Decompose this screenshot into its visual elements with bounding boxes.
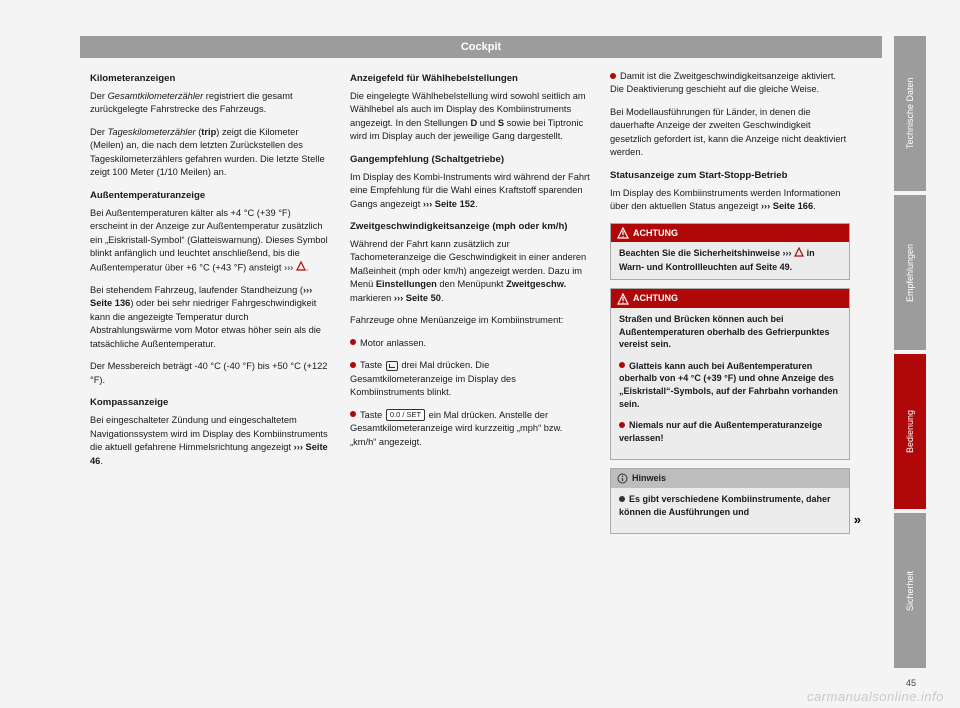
warning-triangle-icon [617,227,629,239]
text: Bei Außentemperaturen kälter als +4 °C (… [90,208,328,273]
column-3: Damit ist die Zweitgeschwindigkeitsanzei… [610,70,850,542]
column-1: Kilometeranzeigen Der Gesamtkilometerzäh… [90,70,330,542]
tab-operation[interactable]: Bedienung [894,354,926,509]
warning-triangle-icon [296,261,306,275]
text: Bei stehendem Fahrzeug, laufender Standh… [90,285,303,295]
note-box: Hinweis Es gibt verschiedene Kombiinstru… [610,468,850,534]
text: Taste [360,360,385,370]
info-icon [617,473,628,484]
text: Beachten Sie die Sicherheitshinweise ››› [619,248,794,258]
text-bold: trip [201,127,216,137]
warning-triangle-icon [794,247,804,261]
warning-body: Beachten Sie die Sicherheitshinweise ›››… [619,248,815,271]
paragraph: Fahrzeuge ohne Menüanzeige im Kombiinstr… [350,314,590,327]
text-bold: Es gibt verschiedene Kombiinstrumente, d… [619,494,831,517]
text: markieren [350,293,394,303]
page-ref: ››› Seite 50 [394,293,441,303]
warning-box: ACHTUNG Beachten Sie die Sicherheitshinw… [610,223,850,281]
manual-page: Cockpit Kilometeranzeigen Der Gesamtkilo… [0,0,960,708]
tab-safety[interactable]: Sicherheit [894,513,926,668]
text-italic: Tageskilometerzähler [108,127,196,137]
page-ref: ››› Seite 152 [423,199,475,209]
text: Der [90,91,108,101]
bullet-icon [619,422,625,428]
bullet-icon [619,362,625,368]
text: . [441,293,444,303]
continuation-arrow-icon: » [854,511,861,529]
heading: Kilometeranzeigen [90,72,330,86]
paragraph: Der Gesamtkilometerzähler registriert di… [90,90,330,117]
text: . [100,456,103,466]
list-item: Damit ist die Zweitgeschwindigkeitsanzei… [610,70,850,97]
page-number: 45 [906,678,916,688]
bullet-icon [610,73,616,79]
paragraph: Die eingelegte Wählhebelstellung wird so… [350,90,590,144]
text-bold: Zweitgeschw. [506,279,566,289]
text: Bei eingeschalteter Zündung und eingesch… [90,415,328,452]
paragraph: Im Display des Kombi-Instruments wird wä… [350,171,590,211]
paragraph: Bei stehendem Fahrzeug, laufender Standh… [90,284,330,351]
text: und [477,118,498,128]
paragraph: Im Display des Kombiinstruments werden I… [610,187,850,214]
watermark: carmanualsonline.info [807,689,944,704]
heading: Zweitgeschwindigkeitsanzeige (mph oder k… [350,220,590,234]
warning-title: ACHTUNG [611,289,849,308]
text: . [475,199,478,209]
text: Taste [360,410,385,420]
column-2: Anzeigefeld für Wählhebelstellungen Die … [350,70,590,542]
note-bullet: Es gibt verschiedene Kombiinstrumente, d… [619,493,841,518]
note-title: Hinweis [611,469,849,488]
paragraph: Während der Fahrt kann zusätzlich zur Ta… [350,238,590,305]
paragraph: Der Messbereich beträgt -40 °C (-40 °F) … [90,360,330,387]
list-item: Taste drei Mal drücken. Die Gesamtkilome… [350,359,590,399]
heading: Gangempfehlung (Schaltgetriebe) [350,153,590,167]
bullet-icon [619,496,625,502]
tab-technical-data[interactable]: Technische Daten [894,36,926,191]
text: Motor anlassen. [360,338,426,348]
tab-recommendations[interactable]: Empfehlungen [894,195,926,350]
text-italic: Gesamtkilometerzähler [108,91,204,101]
page-header: Cockpit [80,36,882,58]
paragraph: Bei Modellausführungen für Länder, in de… [610,106,850,160]
text: Damit ist die Zweitgeschwindigkeitsanzei… [610,71,836,94]
text-bold: Glatteis kann auch bei Außentemperaturen… [619,361,838,409]
warning-box: ACHTUNG Straßen und Brücken können auch … [610,288,850,460]
warning-triangle-icon [617,293,629,305]
heading: Kompassanzeige [90,396,330,410]
text: . [813,201,816,211]
text-bold: Straßen und Brücken können auch bei Auße… [619,314,830,349]
bullet-icon [350,339,356,345]
button-frame-icon [386,361,398,371]
text-bold: Niemals nur auf die Außentemperaturanzei… [619,420,822,443]
content-columns: Kilometeranzeigen Der Gesamtkilometerzäh… [90,70,850,542]
paragraph: Der Tageskilometerzähler (trip) zeigt di… [90,126,330,180]
warning-paragraph: Straßen und Brücken können auch bei Auße… [619,313,841,351]
text-bold: Einstellungen [376,279,437,289]
warning-bullet: Glatteis kann auch bei Außentemperaturen… [619,360,841,410]
warning-title-text: ACHTUNG [633,292,678,305]
warning-bullet: Niemals nur auf die Außentemperaturanzei… [619,419,841,444]
paragraph: Bei eingeschalteter Zündung und eingesch… [90,414,330,468]
heading: Außentemperaturanzeige [90,189,330,203]
warning-title-text: ACHTUNG [633,227,678,240]
set-button-icon: 0.0 / SET [386,409,425,421]
bullet-icon [350,362,356,368]
warning-title: ACHTUNG [611,224,849,243]
note-title-text: Hinweis [632,472,666,485]
heading: Statusanzeige zum Start-Stopp-Betrieb [610,169,850,183]
heading: Anzeigefeld für Wählhebelstellungen [350,72,590,86]
list-item: Taste 0.0 / SET ein Mal drücken. Anstell… [350,409,590,449]
paragraph: Bei Außentemperaturen kälter als +4 °C (… [90,207,330,275]
text: Der [90,127,108,137]
side-tabs: Technische Daten Empfehlungen Bedienung … [894,36,926,668]
text: den Menüpunkt [437,279,506,289]
page-ref: ››› Seite 166 [761,201,813,211]
list-item: Motor anlassen. [350,337,590,350]
bullet-icon [350,411,356,417]
